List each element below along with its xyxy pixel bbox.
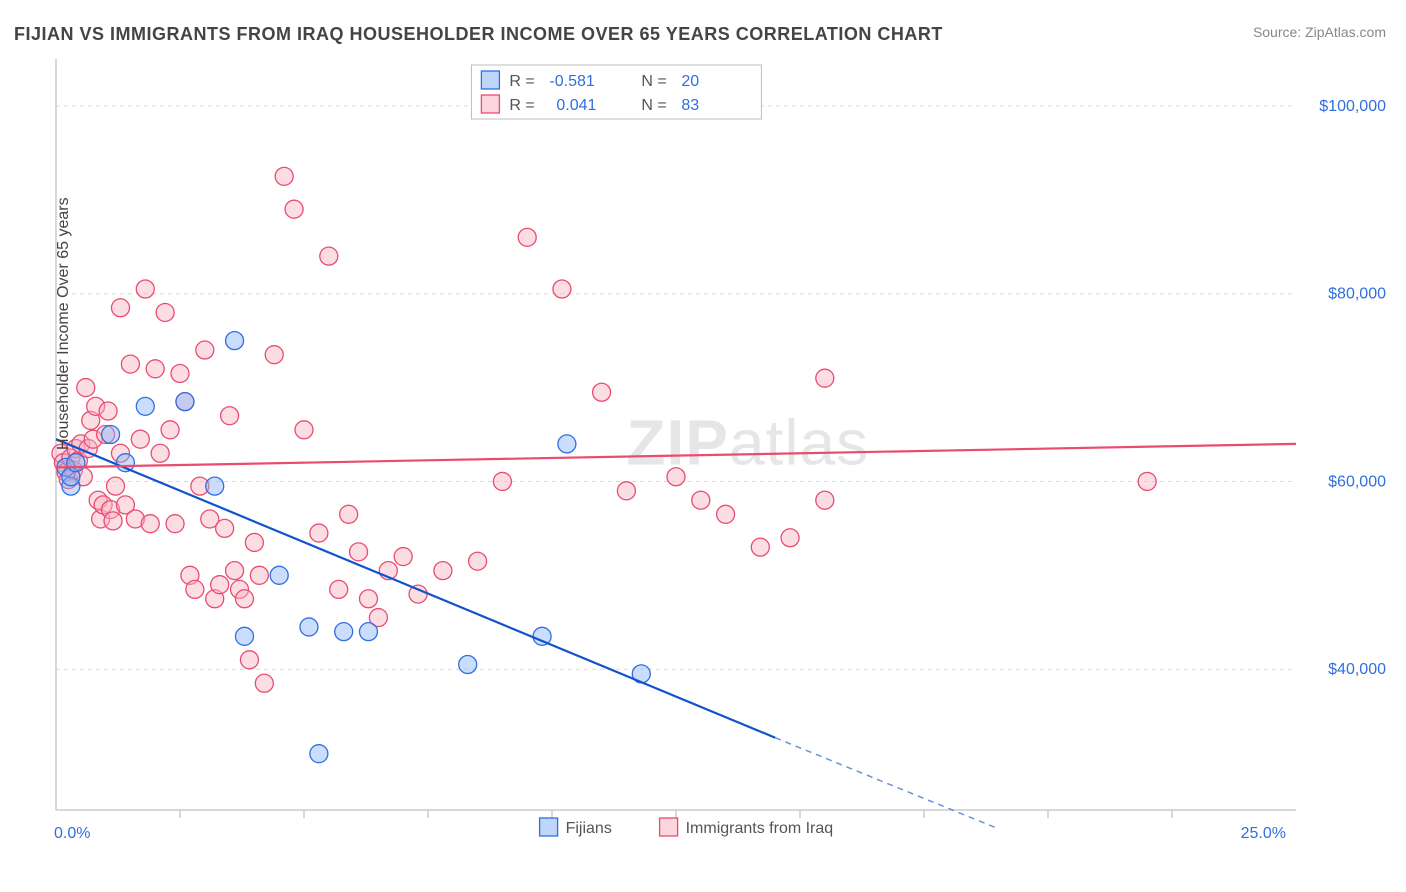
- marker-iraq: [121, 355, 139, 373]
- marker-iraq: [717, 505, 735, 523]
- marker-iraq: [295, 421, 313, 439]
- marker-iraq: [196, 341, 214, 359]
- marker-iraq: [781, 529, 799, 547]
- source-value: ZipAtlas.com: [1305, 24, 1386, 40]
- marker-iraq: [240, 651, 258, 669]
- marker-iraq: [518, 228, 536, 246]
- y-tick-label: $100,000: [1319, 98, 1386, 115]
- marker-iraq: [816, 491, 834, 509]
- marker-iraq: [211, 576, 229, 594]
- marker-iraq: [265, 346, 283, 364]
- marker-fijians: [459, 655, 477, 673]
- marker-fijians: [136, 397, 154, 415]
- marker-iraq: [593, 383, 611, 401]
- stats-r-iraq: 0.041: [556, 97, 596, 114]
- marker-iraq: [751, 538, 769, 556]
- marker-iraq: [285, 200, 303, 218]
- y-tick-label: $60,000: [1328, 473, 1386, 490]
- stats-r-label: R =: [509, 73, 534, 90]
- marker-iraq: [1138, 472, 1156, 490]
- marker-iraq: [161, 421, 179, 439]
- marker-iraq: [77, 379, 95, 397]
- chart-plot-area: Householder Income Over 65 years $40,000…: [50, 55, 1396, 844]
- marker-iraq: [216, 519, 234, 537]
- trendline-fijians-dash: [775, 738, 998, 829]
- source-attribution: Source: ZipAtlas.com: [1253, 24, 1386, 40]
- y-tick-label: $40,000: [1328, 661, 1386, 678]
- marker-fijians: [176, 393, 194, 411]
- legend-swatch-fijians: [540, 818, 558, 836]
- marker-iraq: [171, 364, 189, 382]
- marker-fijians: [67, 454, 85, 472]
- marker-iraq: [692, 491, 710, 509]
- marker-iraq: [340, 505, 358, 523]
- marker-iraq: [136, 280, 154, 298]
- marker-iraq: [99, 402, 117, 420]
- marker-iraq: [156, 303, 174, 321]
- marker-iraq: [151, 444, 169, 462]
- marker-fijians: [359, 623, 377, 641]
- legend-swatch-iraq: [660, 818, 678, 836]
- marker-iraq: [250, 566, 268, 584]
- stats-n-label: N =: [641, 73, 666, 90]
- marker-iraq: [816, 369, 834, 387]
- marker-fijians: [226, 332, 244, 350]
- marker-iraq: [617, 482, 635, 500]
- marker-iraq: [469, 552, 487, 570]
- stats-n-fijians: 20: [681, 73, 699, 90]
- marker-fijians: [206, 477, 224, 495]
- marker-fijians: [300, 618, 318, 636]
- marker-iraq: [310, 524, 328, 542]
- marker-iraq: [667, 468, 685, 486]
- marker-iraq: [275, 167, 293, 185]
- watermark: ZIPatlas: [626, 407, 869, 479]
- stats-r-label2: R =: [509, 97, 534, 114]
- marker-iraq: [131, 430, 149, 448]
- marker-iraq: [245, 533, 263, 551]
- marker-iraq: [166, 515, 184, 533]
- marker-iraq: [394, 548, 412, 566]
- marker-fijians: [310, 745, 328, 763]
- marker-fijians: [270, 566, 288, 584]
- stats-swatch-iraq: [481, 95, 499, 113]
- marker-iraq: [434, 562, 452, 580]
- chart-svg: $40,000 $60,000 $80,000 $100,000 0.0% 25.0% ZI…: [50, 55, 1396, 844]
- legend-label-fijians: Fijians: [566, 820, 612, 837]
- trendline-fijians: [56, 439, 775, 738]
- legend-label-iraq: Immigrants from Iraq: [686, 820, 834, 837]
- stats-r-fijians: -0.581: [549, 73, 594, 90]
- marker-iraq: [146, 360, 164, 378]
- marker-iraq: [359, 590, 377, 608]
- y-tick-label: $80,000: [1328, 286, 1386, 303]
- marker-fijians: [558, 435, 576, 453]
- marker-iraq: [350, 543, 368, 561]
- chart-title: FIJIAN VS IMMIGRANTS FROM IRAQ HOUSEHOLD…: [14, 24, 943, 45]
- marker-iraq: [553, 280, 571, 298]
- y-axis-label: Householder Income Over 65 years: [55, 197, 73, 450]
- marker-iraq: [107, 477, 125, 495]
- marker-iraq: [186, 580, 204, 598]
- stats-n-iraq: 83: [681, 97, 699, 114]
- marker-fijians: [235, 627, 253, 645]
- marker-fijians: [102, 426, 120, 444]
- stats-n-label2: N =: [641, 97, 666, 114]
- marker-iraq: [221, 407, 239, 425]
- marker-iraq: [141, 515, 159, 533]
- x-tick-label-left: 0.0%: [54, 825, 90, 842]
- source-label: Source:: [1253, 24, 1301, 40]
- stats-swatch-fijians: [481, 71, 499, 89]
- marker-iraq: [320, 247, 338, 265]
- marker-iraq: [235, 590, 253, 608]
- x-tick-label-right: 25.0%: [1241, 825, 1286, 842]
- marker-iraq: [255, 674, 273, 692]
- marker-iraq: [104, 512, 122, 530]
- marker-iraq: [111, 299, 129, 317]
- marker-fijians: [335, 623, 353, 641]
- marker-iraq: [330, 580, 348, 598]
- marker-iraq: [493, 472, 511, 490]
- marker-iraq: [226, 562, 244, 580]
